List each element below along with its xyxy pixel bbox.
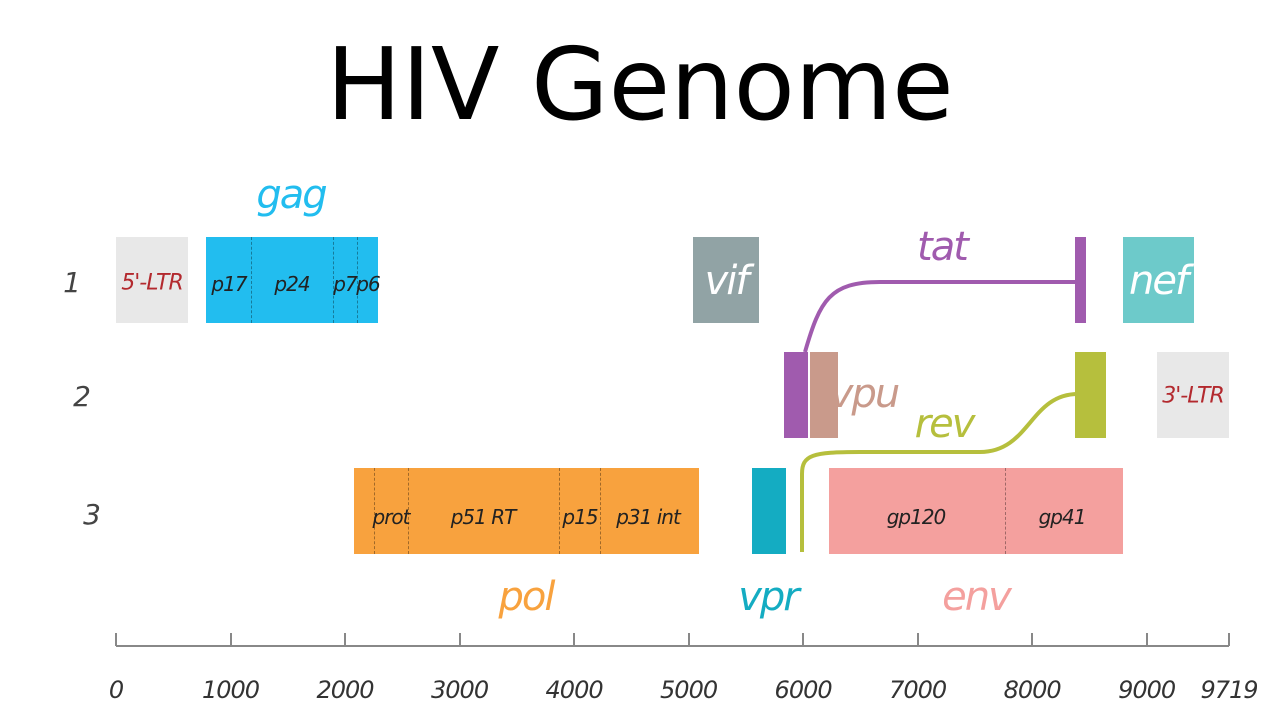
axis-tick-label: 7000 — [889, 676, 947, 704]
axis-tick-label: 5000 — [660, 676, 718, 704]
axis-tick — [458, 633, 461, 646]
gag-part-p17: p17 — [211, 272, 247, 296]
axis-tick — [802, 633, 805, 646]
gag-gene-label: gag — [256, 172, 327, 218]
rev-connector — [800, 392, 1079, 552]
tat-exon2-box — [1075, 237, 1086, 323]
vif-box — [693, 237, 759, 323]
env-divider-1 — [1005, 468, 1006, 554]
gag-part-p7: p7 — [333, 272, 357, 296]
pol-part-p15: p15 — [562, 505, 598, 529]
pol-gene-label: pol — [498, 574, 556, 620]
rev-exon2-box — [1075, 352, 1106, 438]
vif-label: vif — [704, 258, 750, 304]
nef-box — [1123, 237, 1194, 323]
vpr-gene-label: vpr — [738, 574, 799, 620]
axis-line — [116, 645, 1229, 647]
axis-tick-label: 9000 — [1118, 676, 1176, 704]
gag-divider-3 — [357, 237, 358, 323]
pol-divider-4 — [600, 468, 601, 554]
axis-tick — [344, 633, 347, 646]
row-label-3: 3 — [83, 498, 101, 531]
axis-tick-label: 1000 — [201, 676, 260, 704]
axis-tick — [916, 633, 919, 646]
axis-tick-label: 9719 — [1200, 676, 1258, 704]
ltr3-label: 3'-LTR — [1162, 383, 1224, 409]
tat-gene-label: tat — [917, 224, 969, 270]
axis-tick-label: 3000 — [431, 676, 489, 704]
gag-part-p6: p6 — [356, 272, 380, 296]
gag-part-p24: p24 — [274, 272, 310, 296]
gag-divider-2 — [333, 237, 334, 323]
env-part-gp41: gp41 — [1038, 505, 1087, 529]
pol-divider-1 — [374, 468, 375, 554]
axis-tick-label: 8000 — [1003, 676, 1062, 704]
axis-tick — [573, 633, 576, 646]
axis-tick — [1031, 633, 1034, 646]
pol-part-p51rt: p51 RT — [450, 505, 517, 529]
gag-box — [206, 237, 378, 323]
pol-divider-2 — [408, 468, 409, 554]
row-label-1: 1 — [63, 266, 81, 299]
axis-tick-label: 0 — [108, 676, 124, 704]
pol-box — [354, 468, 699, 554]
page-title: HIV Genome — [326, 26, 954, 143]
axis-tick — [229, 633, 232, 646]
nef-label: nef — [1128, 258, 1189, 304]
axis-tick-label: 6000 — [774, 676, 833, 704]
axis-tick — [687, 633, 690, 646]
pol-part-prot: prot — [372, 505, 411, 529]
axis-tick-label: 4000 — [545, 676, 604, 704]
axis-tick — [1228, 633, 1230, 646]
env-box — [829, 468, 1123, 554]
ltr5-box — [116, 237, 188, 323]
tat-exon1-box — [784, 352, 808, 438]
rev-gene-label: rev — [914, 401, 976, 447]
tat-connector — [803, 280, 1078, 353]
vpu-gene-label: vpu — [829, 371, 900, 417]
env-part-gp120: gp120 — [886, 505, 947, 529]
ltr5-label: 5'-LTR — [121, 270, 183, 296]
pol-divider-3 — [559, 468, 560, 554]
pol-part-p31int: p31 int — [616, 505, 681, 529]
gag-divider-1 — [251, 237, 252, 323]
env-gene-label: env — [942, 574, 1012, 620]
axis-tick-label: 2000 — [316, 676, 374, 704]
vpr-box — [752, 468, 786, 554]
row-label-2: 2 — [73, 380, 91, 413]
axis-tick — [115, 633, 117, 646]
ltr3-box — [1157, 352, 1229, 438]
axis-tick — [1145, 633, 1148, 646]
vpu-box — [810, 352, 838, 438]
